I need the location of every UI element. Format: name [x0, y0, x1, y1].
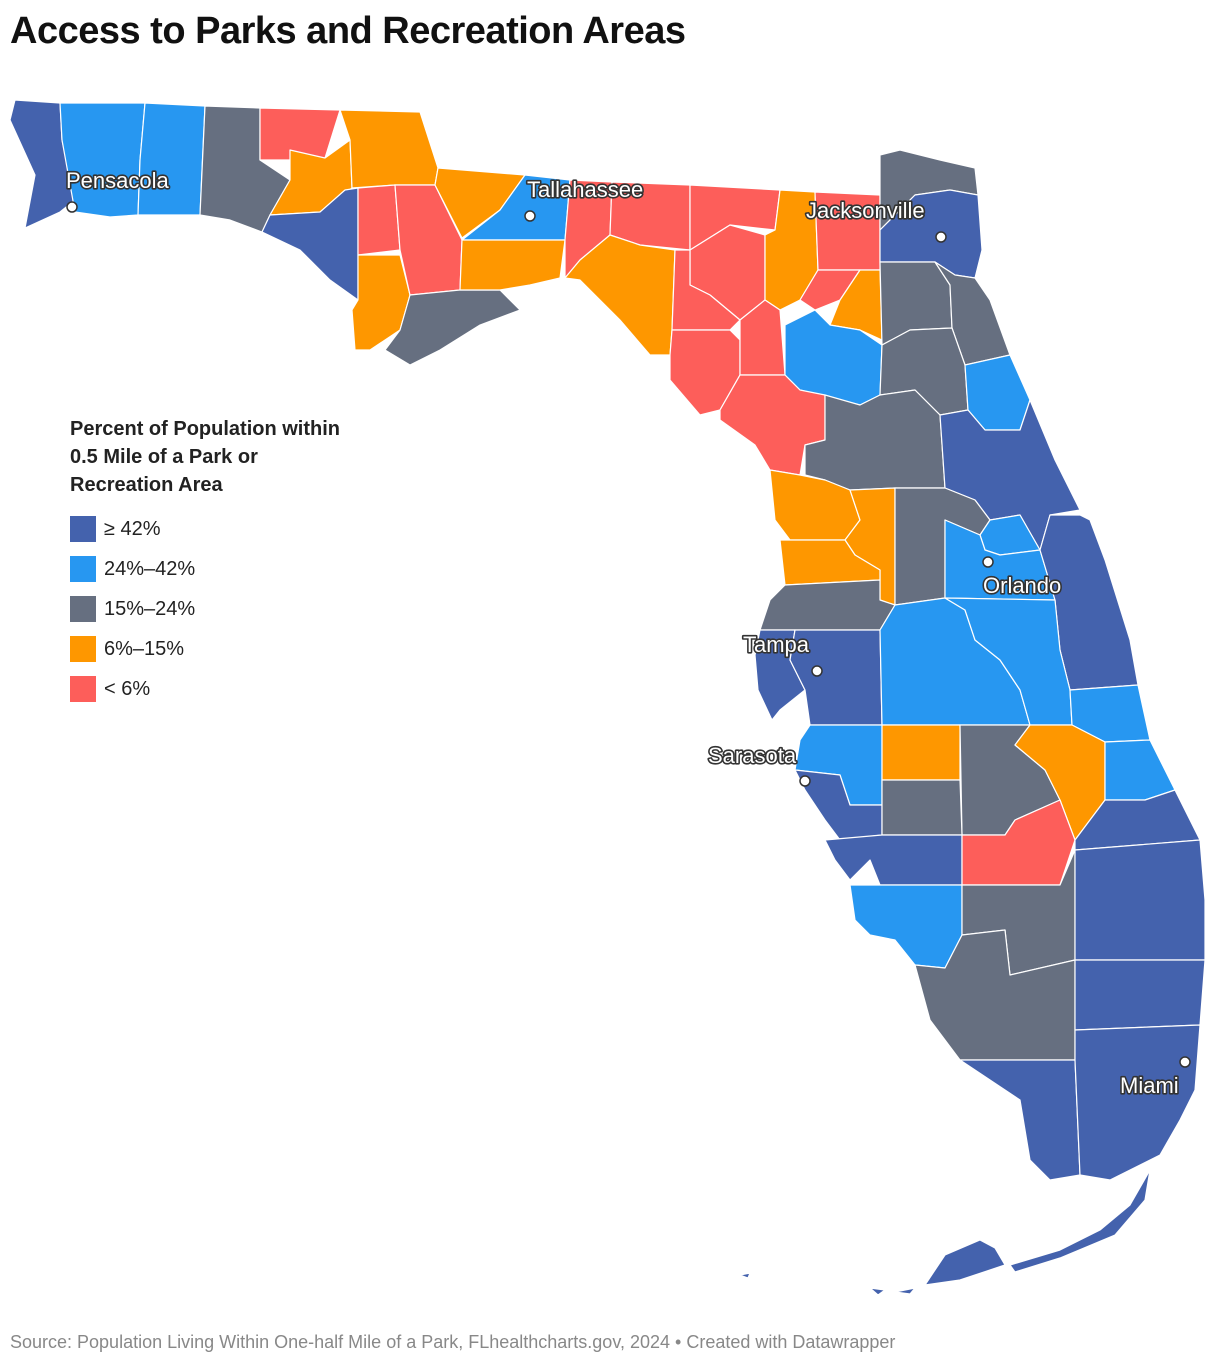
county-st-lucie[interactable] [1104, 739, 1176, 801]
county-pasco[interactable] [759, 579, 896, 631]
legend-label: 15%–24% [104, 597, 196, 620]
city-dot-jacksonville [935, 231, 947, 243]
county-broward[interactable] [1074, 959, 1206, 1031]
legend-item-42-plus: ≥ 42% [70, 509, 400, 549]
county-desoto[interactable] [881, 779, 963, 836]
county-calhoun[interactable] [357, 184, 401, 256]
county-monroe[interactable] [959, 1059, 1081, 1181]
legend: Percent of Population within 0.5 Mile of… [70, 415, 400, 709]
legend-title-line: 0.5 Mile of a Park or [70, 446, 258, 468]
legend-swatch [70, 636, 96, 662]
legend-title: Percent of Population within 0.5 Mile of… [70, 415, 400, 499]
city-dot-tallahassee [524, 210, 536, 222]
county-keys[interactable] [739, 1169, 1151, 1296]
county-santa-rosa[interactable] [59, 102, 146, 218]
city-label-miami: Miami [1120, 1073, 1179, 1098]
legend-swatch [70, 516, 96, 542]
city-label-tallahassee: Tallahassee [527, 177, 643, 202]
city-label-tampa: Tampa [743, 632, 810, 657]
county-madison[interactable] [609, 181, 691, 251]
legend-label: ≥ 42% [104, 517, 161, 540]
legend-swatch [70, 556, 96, 582]
legend-item-15-24: 15%–24% [70, 589, 400, 629]
legend-label: 6%–15% [104, 637, 185, 660]
county-palm-beach[interactable] [1074, 839, 1206, 961]
legend-label: 24%–42% [104, 557, 196, 580]
legend-item-24-42: 24%–42% [70, 549, 400, 589]
city-dot-sarasota [799, 775, 811, 787]
legend-item-under-6: < 6% [70, 669, 400, 709]
county-miami-dade[interactable] [1074, 1024, 1201, 1181]
county-charlotte[interactable] [824, 834, 963, 886]
county-lee[interactable] [849, 884, 963, 969]
city-label-orlando: Orlando [983, 573, 1061, 598]
county-jackson[interactable] [339, 109, 439, 189]
county-hardee[interactable] [881, 724, 961, 781]
county-gadsden[interactable] [434, 167, 526, 239]
county-gulf[interactable] [351, 254, 411, 351]
legend-swatch [70, 676, 96, 702]
county-okaloosa[interactable] [137, 102, 206, 216]
source-footer: Source: Population Living Within One-hal… [10, 1332, 896, 1352]
legend-title-line: Percent of Population within [70, 418, 340, 440]
legend-label: < 6% [104, 677, 151, 700]
city-dot-miami [1179, 1056, 1191, 1068]
city-label-jacksonville: Jacksonville [806, 198, 925, 223]
city-dot-orlando [982, 556, 994, 568]
legend-item-6-15: 6%–15% [70, 629, 400, 669]
city-label-sarasota: Sarasota [708, 743, 797, 768]
county-marion[interactable] [804, 389, 946, 491]
legend-title-line: Recreation Area [70, 474, 223, 496]
county-collier[interactable] [914, 929, 1076, 1061]
county-hamilton[interactable] [689, 184, 781, 251]
city-dot-tampa [811, 665, 823, 677]
city-label-pensacola: Pensacola [66, 168, 170, 193]
county-wakulla[interactable] [459, 239, 566, 291]
city-dot-pensacola [66, 201, 78, 213]
chart-title: Access to Parks and Recreation Areas [10, 10, 686, 52]
city-markers: Pensacola Tallahassee Jacksonville Orlan… [64, 166, 1191, 1100]
counties-layer [9, 99, 1206, 1296]
legend-swatch [70, 596, 96, 622]
